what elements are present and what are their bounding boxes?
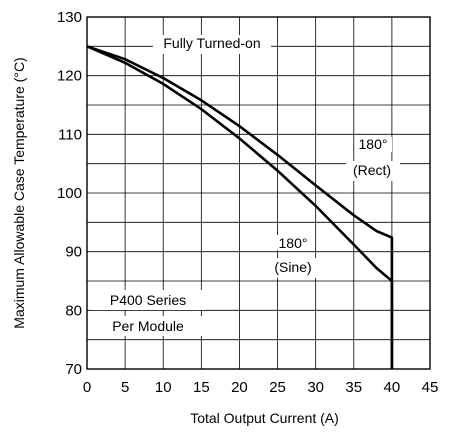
x-tick-labels: 0 5 10 15 20 25 30 35 40 45 — [83, 379, 439, 396]
y-tick-label: 70 — [65, 361, 82, 378]
y-tick-labels: 70 80 90 100 110 120 130 — [57, 9, 82, 378]
annotation-rect2: (Rect) — [353, 162, 391, 178]
x-tick-label: 5 — [121, 379, 129, 396]
y-tick-label: 120 — [57, 68, 82, 85]
x-axis-title: Total Output Current (A) — [190, 410, 339, 426]
annotation-series1: P400 Series — [110, 292, 186, 308]
annotation-series2: Per Module — [112, 318, 184, 334]
x-tick-label: 35 — [345, 379, 362, 396]
x-tick-label: 15 — [193, 379, 210, 396]
y-axis-title: Maximum Allowable Case Temperature (°C) — [11, 57, 27, 328]
annotation-sine1: 180° — [279, 235, 308, 251]
y-tick-label: 80 — [65, 302, 82, 319]
x-tick-label: 30 — [307, 379, 324, 396]
x-tick-label: 20 — [231, 379, 248, 396]
annotation-fully: Fully Turned-on — [163, 35, 260, 51]
y-tick-label: 110 — [58, 126, 82, 143]
x-tick-label: 25 — [269, 379, 286, 396]
annotation-rect1: 180° — [359, 136, 388, 152]
x-tick-label: 0 — [83, 379, 91, 396]
y-tick-label: 90 — [65, 244, 82, 261]
y-tick-label: 100 — [57, 185, 82, 202]
x-tick-label: 10 — [155, 379, 172, 396]
x-tick-label: 40 — [384, 379, 401, 396]
x-tick-label: 45 — [422, 379, 439, 396]
annotation-sine2: (Sine) — [274, 259, 311, 275]
y-tick-label: 130 — [57, 9, 82, 26]
